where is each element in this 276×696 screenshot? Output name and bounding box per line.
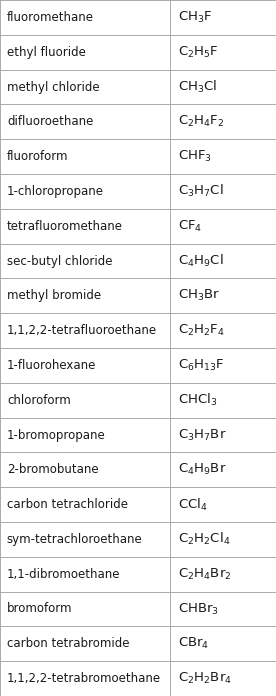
Text: C$_{\mathrm{2}}$H$_{\mathrm{2}}$Cl$_{\mathrm{4}}$: C$_{\mathrm{2}}$H$_{\mathrm{2}}$Cl$_{\ma… — [178, 531, 230, 548]
Text: fluoroform: fluoroform — [7, 150, 68, 163]
Text: carbon tetrachloride: carbon tetrachloride — [7, 498, 128, 511]
Text: CH$_{\mathrm{3}}$F: CH$_{\mathrm{3}}$F — [178, 10, 212, 25]
Text: C$_{\mathrm{3}}$H$_{\mathrm{7}}$Br: C$_{\mathrm{3}}$H$_{\mathrm{7}}$Br — [178, 427, 227, 443]
Text: C$_{\mathrm{2}}$H$_{\mathrm{4}}$Br$_{\mathrm{2}}$: C$_{\mathrm{2}}$H$_{\mathrm{4}}$Br$_{\ma… — [178, 567, 232, 582]
Text: bromoform: bromoform — [7, 603, 72, 615]
Text: methyl bromide: methyl bromide — [7, 290, 101, 302]
Text: sec-butyl chloride: sec-butyl chloride — [7, 255, 112, 267]
Text: C$_{\mathrm{2}}$H$_{\mathrm{5}}$F: C$_{\mathrm{2}}$H$_{\mathrm{5}}$F — [178, 45, 219, 60]
Text: chloroform: chloroform — [7, 394, 71, 406]
Text: CF$_{\mathrm{4}}$: CF$_{\mathrm{4}}$ — [178, 219, 202, 234]
Text: CH$_{\mathrm{3}}$Cl: CH$_{\mathrm{3}}$Cl — [178, 79, 217, 95]
Text: C$_{\mathrm{4}}$H$_{\mathrm{9}}$Cl: C$_{\mathrm{4}}$H$_{\mathrm{9}}$Cl — [178, 253, 224, 269]
Text: 1-fluorohexane: 1-fluorohexane — [7, 359, 96, 372]
Text: 1,1,2,2-tetrabromoethane: 1,1,2,2-tetrabromoethane — [7, 672, 161, 685]
Text: difluoroethane: difluoroethane — [7, 116, 93, 128]
Text: C$_{\mathrm{3}}$H$_{\mathrm{7}}$Cl: C$_{\mathrm{3}}$H$_{\mathrm{7}}$Cl — [178, 183, 224, 200]
Text: CH$_{\mathrm{3}}$Br: CH$_{\mathrm{3}}$Br — [178, 288, 220, 303]
Text: CCl$_{\mathrm{4}}$: CCl$_{\mathrm{4}}$ — [178, 496, 208, 513]
Text: CHCl$_{\mathrm{3}}$: CHCl$_{\mathrm{3}}$ — [178, 392, 217, 409]
Text: 1-chloropropane: 1-chloropropane — [7, 185, 104, 198]
Text: C$_{\mathrm{6}}$H$_{\mathrm{13}}$F: C$_{\mathrm{6}}$H$_{\mathrm{13}}$F — [178, 358, 225, 373]
Text: fluoromethane: fluoromethane — [7, 11, 94, 24]
Text: CHF$_{\mathrm{3}}$: CHF$_{\mathrm{3}}$ — [178, 149, 212, 164]
Text: CHBr$_{\mathrm{3}}$: CHBr$_{\mathrm{3}}$ — [178, 601, 219, 617]
Text: C$_{\mathrm{2}}$H$_{\mathrm{2}}$F$_{\mathrm{4}}$: C$_{\mathrm{2}}$H$_{\mathrm{2}}$F$_{\mat… — [178, 323, 225, 338]
Text: C$_{\mathrm{2}}$H$_{\mathrm{4}}$F$_{\mathrm{2}}$: C$_{\mathrm{2}}$H$_{\mathrm{4}}$F$_{\mat… — [178, 114, 225, 129]
Text: carbon tetrabromide: carbon tetrabromide — [7, 638, 129, 650]
Text: methyl chloride: methyl chloride — [7, 81, 100, 93]
Text: 2-bromobutane: 2-bromobutane — [7, 464, 99, 476]
Text: CBr$_{\mathrm{4}}$: CBr$_{\mathrm{4}}$ — [178, 636, 209, 651]
Text: tetrafluoromethane: tetrafluoromethane — [7, 220, 123, 232]
Text: C$_{\mathrm{4}}$H$_{\mathrm{9}}$Br: C$_{\mathrm{4}}$H$_{\mathrm{9}}$Br — [178, 462, 227, 477]
Text: 1,1,2,2-tetrafluoroethane: 1,1,2,2-tetrafluoroethane — [7, 324, 157, 337]
Text: ethyl fluoride: ethyl fluoride — [7, 46, 86, 58]
Text: C$_{\mathrm{2}}$H$_{\mathrm{2}}$Br$_{\mathrm{4}}$: C$_{\mathrm{2}}$H$_{\mathrm{2}}$Br$_{\ma… — [178, 671, 232, 686]
Text: sym-tetrachloroethane: sym-tetrachloroethane — [7, 533, 143, 546]
Text: 1,1-dibromoethane: 1,1-dibromoethane — [7, 568, 120, 580]
Text: 1-bromopropane: 1-bromopropane — [7, 429, 106, 441]
